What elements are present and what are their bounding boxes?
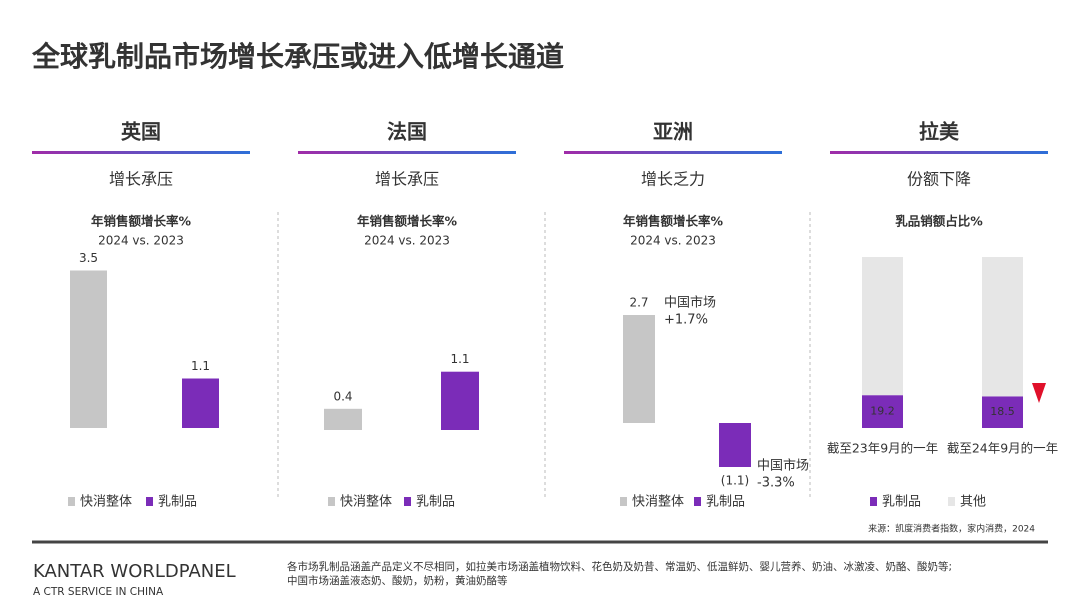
value-label: 1.1: [450, 352, 469, 366]
legend-swatch: [404, 497, 411, 506]
value-label: 19.2: [870, 405, 895, 418]
note-line: 中国市场涵盖液态奶、酸奶，奶粉，黄油奶酪等: [287, 574, 508, 587]
chart-title: 年销售额增长率%: [623, 214, 724, 229]
chart-title: 年销售额增长率%: [91, 214, 192, 229]
legend-label: 乳制品: [416, 495, 455, 510]
value-label: 18.5: [990, 405, 1015, 418]
region-rule: [32, 151, 250, 154]
annotation: +1.7%: [664, 313, 708, 328]
value-label: (1.1): [721, 474, 749, 488]
region-summary: 份额下降: [907, 170, 971, 189]
x-tick-label: 截至23年9月的一年: [827, 441, 938, 456]
bar: [623, 315, 655, 423]
logo-sub: A CTR SERVICE IN CHINA: [33, 586, 164, 598]
note-line: 各市场乳制品涵盖产品定义不尽相同，如拉美市场涵盖植物饮料、花色奶及奶昔、常温奶、…: [287, 560, 952, 573]
separators: [277, 212, 811, 500]
bar: [441, 371, 479, 430]
value-label: 1.1: [191, 359, 210, 373]
legend-label: 乳制品: [158, 495, 197, 510]
value-label: 2.7: [629, 296, 648, 310]
decline-arrow: [1032, 383, 1046, 403]
bar: [719, 423, 751, 467]
x-tick-label: 截至24年9月的一年: [947, 441, 1058, 456]
logo: KANTAR WORLDPANEL: [33, 561, 236, 582]
region-rule: [564, 151, 782, 154]
legend-label: 乳制品: [706, 495, 745, 510]
region-name: 拉美: [919, 120, 960, 144]
legend-swatch: [146, 497, 153, 506]
legend-label: 其他: [960, 495, 986, 510]
legend-label: 快消整体: [340, 495, 392, 510]
chart-subtitle: 2024 vs. 2023: [364, 234, 450, 248]
chart-subtitle: 2024 vs. 2023: [630, 234, 716, 248]
bar: [182, 378, 219, 428]
legend-label: 快消整体: [80, 495, 132, 510]
annotation: 中国市场: [664, 295, 716, 311]
value-label: 0.4: [333, 389, 352, 403]
region-name: 法国: [387, 120, 427, 144]
legend-swatch: [694, 497, 701, 506]
legend-swatch: [68, 497, 75, 506]
annotation: -3.3%: [757, 476, 795, 491]
legend-label: 乳制品: [882, 495, 921, 510]
bar-segment: [862, 257, 903, 396]
bar-segment: [982, 396, 1023, 428]
legend-swatch: [948, 497, 955, 506]
value-label: 3.5: [79, 251, 98, 265]
annotation: 中国市场: [757, 458, 809, 474]
source: 来源：凯度消费者指数，家内消费，2024: [868, 523, 1035, 535]
region-rule: [298, 151, 516, 154]
chart-subtitle: 2024 vs. 2023: [98, 234, 184, 248]
bar-segment: [862, 395, 903, 428]
region-rule: [830, 151, 1048, 154]
region-summary: 增长乏力: [641, 170, 705, 189]
region-name: 亚洲: [653, 120, 693, 144]
region-summary: 增长承压: [375, 170, 439, 189]
bar: [70, 270, 107, 428]
chart-title: 乳品销额占比%: [895, 214, 983, 229]
slide-title: 全球乳制品市场增长承压或进入低增长通道: [31, 40, 564, 73]
legend-swatch: [870, 497, 877, 506]
bar-segment: [982, 257, 1023, 397]
legend-swatch: [620, 497, 627, 506]
legend-swatch: [328, 497, 335, 506]
region-summary: 增长承压: [109, 170, 173, 189]
region-name: 英国: [121, 120, 161, 144]
bar: [324, 408, 362, 430]
legend-label: 快消整体: [632, 495, 684, 510]
chart-title: 年销售额增长率%: [357, 214, 458, 229]
